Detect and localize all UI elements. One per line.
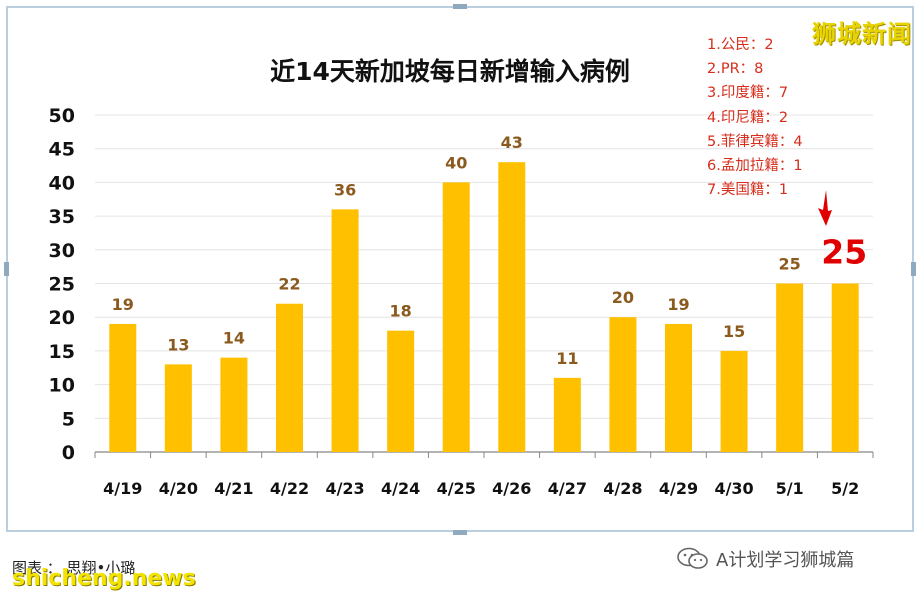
y-tick-label: 40	[49, 172, 75, 194]
highlight-arrow-icon	[818, 190, 832, 226]
y-tick-label: 35	[49, 206, 75, 228]
note-item: 5.菲律宾籍：4	[707, 133, 803, 150]
x-tick-label: 4/29	[659, 479, 698, 498]
y-tick-label: 45	[49, 139, 75, 161]
bar	[164, 364, 192, 452]
x-tick-label: 4/30	[714, 479, 753, 498]
wechat-account: A计划学习狮城篇	[676, 546, 854, 572]
data-label: 19	[112, 295, 134, 314]
note-item: 7.美国籍：1	[707, 182, 789, 199]
import-breakdown-notes: 1.公民：2 2.PR：8 3.印度籍：7 4.印尼籍：2 5.菲律宾籍：4 6…	[707, 33, 803, 202]
data-label: 19	[667, 295, 689, 314]
wechat-icon	[677, 547, 708, 569]
y-tick-label: 30	[49, 240, 75, 262]
site-watermark: shicheng.news	[12, 566, 196, 591]
data-label: 18	[390, 302, 412, 321]
note-item: 2.PR：8	[707, 61, 764, 78]
bar	[331, 209, 359, 452]
data-label: 20	[612, 288, 634, 307]
y-tick-label: 5	[62, 408, 75, 430]
data-label: 22	[278, 275, 300, 294]
data-label: 25	[779, 255, 801, 274]
y-tick-label: 10	[49, 375, 75, 397]
wechat-account-name: A计划学习狮城篇	[716, 550, 855, 571]
note-item: 1.公民：2	[707, 37, 774, 53]
bar	[220, 357, 248, 452]
bar	[831, 283, 859, 452]
bar	[720, 350, 748, 452]
x-tick-label: 4/27	[548, 479, 587, 498]
y-tick-label: 20	[49, 307, 75, 329]
x-tick-label: 4/24	[381, 479, 420, 498]
x-tick-label: 5/2	[831, 479, 859, 498]
data-label: 13	[167, 335, 189, 354]
bar	[498, 162, 526, 452]
y-tick-label: 0	[62, 442, 75, 464]
note-item: 4.印尼籍：2	[707, 109, 789, 126]
y-tick-label: 50	[49, 105, 75, 127]
bar	[609, 317, 637, 452]
x-tick-label: 5/1	[776, 479, 804, 498]
resize-handle-right[interactable]	[911, 262, 916, 276]
resize-handle-top[interactable]	[453, 4, 467, 9]
data-label: 11	[556, 349, 578, 368]
highlight-data-label: 25	[821, 233, 867, 272]
x-tick-label: 4/19	[103, 479, 142, 498]
y-tick-label: 15	[49, 341, 75, 363]
x-tick-label: 4/25	[437, 479, 476, 498]
data-label: 40	[445, 153, 467, 172]
data-label: 43	[501, 133, 523, 152]
note-item: 6.孟加拉籍：1	[707, 158, 803, 175]
x-tick-label: 4/21	[214, 479, 253, 498]
data-label: 36	[334, 180, 356, 199]
y-tick-label: 25	[49, 274, 75, 296]
chart-credit: 图表 ： 思翔•小璐	[12, 559, 136, 577]
bar	[553, 377, 581, 452]
bar	[109, 323, 137, 452]
brand-watermark: 狮城新闻	[812, 20, 912, 48]
bar	[665, 323, 692, 452]
chart-title: 近14天新加坡每日新增输入病例	[270, 57, 630, 86]
x-tick-label: 4/22	[270, 479, 309, 498]
data-label: 15	[723, 322, 745, 341]
x-tick-label: 4/23	[325, 479, 364, 498]
bar	[442, 182, 470, 452]
resize-handle-bottom[interactable]	[453, 530, 467, 535]
bar	[276, 303, 303, 452]
note-item: 3.印度籍：7	[707, 85, 789, 102]
x-tick-label: 4/20	[159, 479, 198, 498]
bar	[776, 283, 804, 452]
x-tick-label: 4/28	[603, 479, 642, 498]
data-label: 14	[223, 329, 245, 348]
x-tick-label: 4/26	[492, 479, 531, 498]
bar	[387, 330, 415, 452]
resize-handle-left[interactable]	[4, 262, 9, 276]
